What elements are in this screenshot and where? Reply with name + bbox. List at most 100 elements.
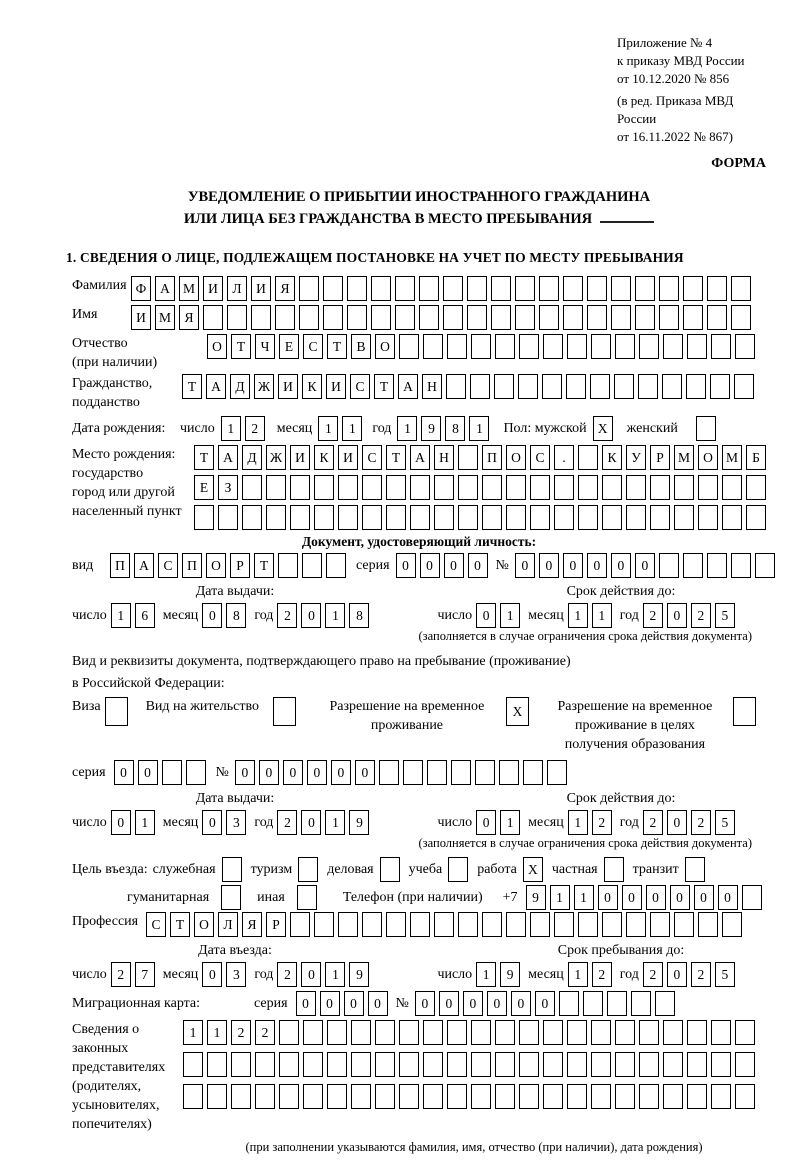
char-cell[interactable] xyxy=(567,1020,587,1045)
residence-permit-checkbox[interactable] xyxy=(272,697,296,726)
representatives-row2-cells[interactable] xyxy=(183,1052,755,1077)
char-cell[interactable] xyxy=(447,334,467,359)
char-cell[interactable] xyxy=(518,374,538,399)
char-cell[interactable] xyxy=(578,475,598,500)
char-cell[interactable]: 8 xyxy=(445,416,466,441)
char-cell[interactable]: 1 xyxy=(469,416,490,441)
char-cell[interactable] xyxy=(255,1084,275,1109)
char-cell[interactable] xyxy=(567,1084,587,1109)
char-cell[interactable]: 0 xyxy=(476,603,497,628)
checkbox-cell[interactable] xyxy=(221,857,242,882)
char-cell[interactable]: В xyxy=(351,334,371,359)
char-cell[interactable]: З xyxy=(218,475,238,500)
char-cell[interactable] xyxy=(735,1052,755,1077)
char-cell[interactable]: 0 xyxy=(586,553,607,578)
char-cell[interactable] xyxy=(314,912,334,937)
char-cell[interactable]: И xyxy=(251,276,271,301)
char-cell[interactable] xyxy=(659,276,679,301)
char-cell[interactable]: 0 xyxy=(538,553,559,578)
char-cell[interactable] xyxy=(530,912,550,937)
char-cell[interactable]: 0 xyxy=(693,885,714,910)
char-cell[interactable] xyxy=(735,334,755,359)
char-cell[interactable]: 0 xyxy=(476,810,497,835)
char-cell[interactable]: К xyxy=(602,445,622,470)
char-cell[interactable]: 2 xyxy=(642,603,663,628)
char-cell[interactable] xyxy=(602,912,622,937)
char-cell[interactable] xyxy=(482,912,502,937)
char-cell[interactable]: 0 xyxy=(306,760,327,785)
char-cell[interactable] xyxy=(731,305,751,330)
char-cell[interactable] xyxy=(626,912,646,937)
char-cell[interactable]: 0 xyxy=(514,553,535,578)
char-cell[interactable] xyxy=(183,1084,203,1109)
char-cell[interactable] xyxy=(707,276,727,301)
char-cell[interactable] xyxy=(746,505,766,530)
char-cell[interactable]: Ж xyxy=(266,445,286,470)
char-cell[interactable] xyxy=(543,334,563,359)
char-cell[interactable] xyxy=(602,505,622,530)
char-cell[interactable]: 0 xyxy=(443,553,464,578)
char-cell[interactable] xyxy=(711,1020,731,1045)
char-cell[interactable] xyxy=(591,1020,611,1045)
char-cell[interactable]: 0 xyxy=(295,991,316,1016)
char-cell[interactable] xyxy=(303,1084,323,1109)
char-cell[interactable] xyxy=(495,334,515,359)
char-cell[interactable] xyxy=(375,1084,395,1109)
char-cell[interactable]: О xyxy=(207,334,227,359)
char-cell[interactable]: 2 xyxy=(690,810,711,835)
char-cell[interactable]: И xyxy=(203,276,223,301)
char-cell[interactable] xyxy=(410,475,430,500)
char-cell[interactable] xyxy=(611,305,631,330)
char-cell[interactable] xyxy=(423,1084,443,1109)
char-cell[interactable]: 1 xyxy=(397,416,418,441)
char-cell[interactable] xyxy=(185,760,206,785)
char-cell[interactable] xyxy=(351,1020,371,1045)
char-cell[interactable] xyxy=(467,276,487,301)
char-cell[interactable]: Д xyxy=(230,374,250,399)
char-cell[interactable]: 1 xyxy=(325,962,346,987)
char-cell[interactable]: 0 xyxy=(301,603,322,628)
char-cell[interactable] xyxy=(615,1020,635,1045)
char-cell[interactable] xyxy=(338,912,358,937)
opt-study-checkbox[interactable] xyxy=(448,857,469,882)
opt-official-checkbox[interactable] xyxy=(221,857,242,882)
char-cell[interactable]: С xyxy=(350,374,370,399)
char-cell[interactable] xyxy=(290,505,310,530)
char-cell[interactable]: Е xyxy=(279,334,299,359)
char-cell[interactable] xyxy=(495,1084,515,1109)
char-cell[interactable]: 0 xyxy=(634,553,655,578)
char-cell[interactable]: Е xyxy=(194,475,214,500)
char-cell[interactable] xyxy=(471,1052,491,1077)
char-cell[interactable] xyxy=(506,505,526,530)
char-cell[interactable] xyxy=(326,553,346,578)
char-cell[interactable]: 2 xyxy=(591,810,612,835)
char-cell[interactable]: П xyxy=(182,553,202,578)
opt-transit-checkbox[interactable] xyxy=(684,857,705,882)
char-cell[interactable]: 0 xyxy=(395,553,416,578)
char-cell[interactable] xyxy=(722,912,742,937)
char-cell[interactable] xyxy=(482,505,502,530)
char-cell[interactable]: . xyxy=(554,445,574,470)
char-cell[interactable]: 0 xyxy=(534,991,555,1016)
char-cell[interactable]: 0 xyxy=(282,760,303,785)
char-cell[interactable] xyxy=(626,475,646,500)
char-cell[interactable] xyxy=(399,1020,419,1045)
char-cell[interactable]: 0 xyxy=(621,885,642,910)
char-cell[interactable] xyxy=(299,305,319,330)
birthplace-row3-cells[interactable] xyxy=(194,505,766,530)
char-cell[interactable]: 0 xyxy=(330,760,351,785)
char-cell[interactable] xyxy=(399,1084,419,1109)
char-cell[interactable]: 9 xyxy=(349,962,370,987)
char-cell[interactable] xyxy=(543,1052,563,1077)
char-cell[interactable] xyxy=(314,475,334,500)
